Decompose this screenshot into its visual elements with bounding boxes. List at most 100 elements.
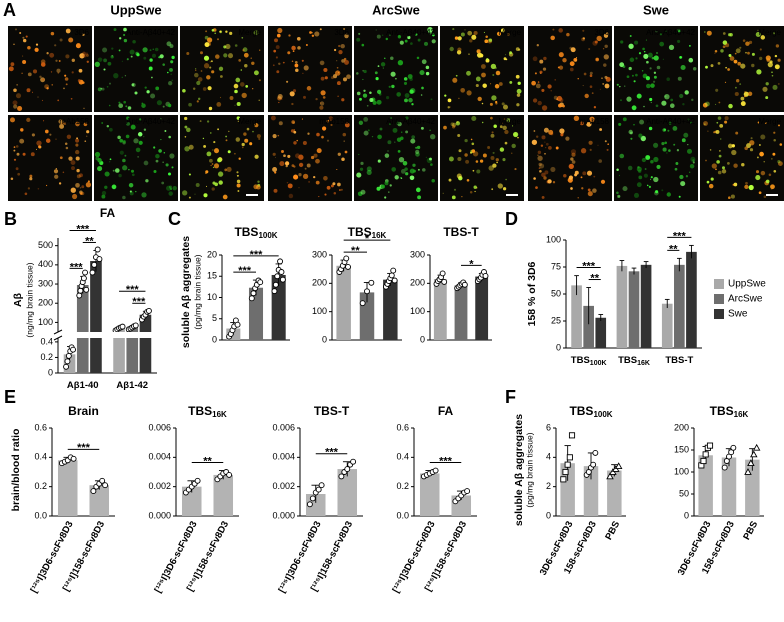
signal-dot [619,62,625,68]
signal-dot [166,185,172,191]
signal-dot [744,184,749,190]
signal-dot [86,130,90,134]
data-point [119,323,126,330]
signal-dot [653,176,659,183]
signal-dot [457,36,462,41]
signal-dot [128,182,134,188]
signal-dot [653,75,657,79]
signal-dot [338,189,341,191]
micrograph [8,26,92,112]
signal-dot [86,60,89,63]
signal-dot [56,68,61,73]
signal-dot [207,86,212,91]
signal-dot [619,153,625,159]
signal-dot [171,166,174,169]
panel-letter: A [3,0,16,20]
signal-dot [310,155,315,160]
signal-dot [141,102,144,105]
significance-label: *** [76,223,90,235]
micrograph [354,26,438,112]
signal-dot [234,152,236,155]
bar [640,264,652,348]
channel-label: Anti-Aβ40+42 [646,28,695,37]
signal-dot [725,66,727,69]
signal-dot [684,90,689,95]
signal-dot [361,43,365,47]
signal-dot [138,140,143,145]
signal-dot [215,54,220,59]
signal-dot [72,193,78,200]
signal-dot [366,169,372,175]
signal-dot [763,195,767,198]
signal-dot [119,150,124,155]
signal-dot [451,125,456,129]
signal-dot [106,124,110,128]
signal-dot [75,43,81,49]
y-tick-label: 0.2 [34,481,47,491]
signal-dot [432,33,435,37]
signal-dot [227,150,231,154]
data-point [564,461,571,468]
signal-dot [772,152,776,156]
signal-dot [338,44,341,48]
signal-dot [734,91,739,97]
micrograph [180,115,264,201]
y-tick-label: 0 [556,342,561,352]
micrograph [354,115,438,201]
signal-dot [777,161,783,167]
bar [213,474,234,516]
y-tick-label: 300 [410,249,425,259]
signal-dot [457,156,462,162]
signal-dot [731,144,735,148]
signal-dot [245,85,249,88]
signal-dot [68,156,73,161]
signal-dot [303,65,309,71]
signal-dot [308,180,311,183]
signal-dot [25,35,28,38]
signal-dot [42,78,45,81]
signal-dot [548,146,552,150]
signal-dot [516,93,521,97]
signal-dot [412,163,416,167]
signal-dot [336,168,338,171]
signal-dot [319,101,325,106]
signal-dot [184,116,188,121]
signal-dot [204,42,210,48]
signal-dot [458,97,460,100]
chart-title-main: Brain [68,404,99,418]
x-tick-label: TBS16K [618,355,650,367]
signal-dot [423,41,429,46]
bar [607,470,622,516]
signal-dot [309,31,312,34]
signal-dot [276,70,280,74]
signal-dot [772,84,778,90]
signal-dot [779,143,783,146]
signal-dot [109,161,111,163]
signal-dot [586,170,593,176]
signal-dot [628,129,633,135]
signal-dot [713,131,716,134]
signal-dot [725,43,730,48]
signal-dot [536,135,539,138]
signal-dot [582,171,587,176]
signal-dot [533,177,536,180]
signal-dot [277,134,280,137]
signal-dot [466,70,471,76]
signal-dot [83,107,85,109]
signal-dot [166,41,172,47]
signal-dot [666,77,670,81]
signal-dot [148,66,153,71]
signal-dot [272,167,278,172]
signal-dot [581,37,585,42]
signal-dot [211,163,214,165]
x-tick-label: Aβ1-40 [67,380,99,391]
signal-dot [253,30,259,36]
signal-dot [218,66,224,71]
signal-dot [569,61,575,67]
signal-dot [281,150,284,153]
signal-dot [641,69,644,72]
data-point [702,451,709,458]
signal-dot [460,87,466,93]
signal-dot [771,158,773,160]
signal-dot [409,175,415,181]
